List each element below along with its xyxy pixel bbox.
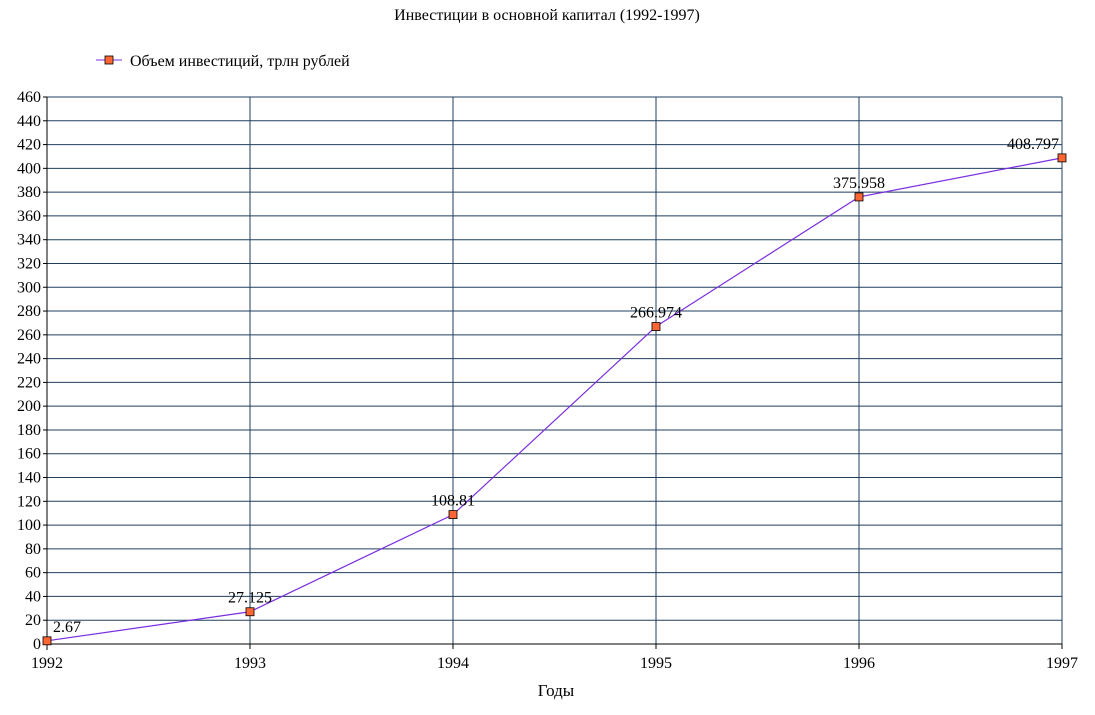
legend-marker-sample — [104, 55, 114, 65]
data-label: 108.81 — [431, 493, 475, 510]
x-tick-label: 1995 — [640, 655, 672, 672]
y-tick-label: 120 — [17, 493, 41, 510]
y-tick-label: 80 — [25, 541, 41, 558]
y-tick-label: 420 — [17, 137, 41, 154]
data-point — [448, 510, 458, 520]
data-label: 266.974 — [630, 305, 682, 322]
y-tick-label: 240 — [17, 351, 41, 368]
series-line — [46, 157, 1063, 642]
y-tick-label: 220 — [17, 374, 41, 391]
data-label: 408.797 — [1007, 136, 1059, 153]
data-label: 2.67 — [53, 619, 81, 636]
x-tick-label: 1994 — [437, 655, 469, 672]
x-axis-ticks: 1992 1993 1994 1995 1996 1997 — [31, 644, 1078, 672]
y-tick-label: 260 — [17, 327, 41, 344]
y-tick-label: 200 — [17, 398, 41, 415]
y-tick-label: 360 — [17, 208, 41, 225]
x-axis-title: Годы — [538, 681, 575, 700]
y-tick-label: 320 — [17, 255, 41, 272]
y-tick-label: 40 — [25, 588, 41, 605]
legend: Объем инвестиций, трлн рублей — [96, 53, 350, 70]
y-tick-label: 100 — [17, 517, 41, 534]
data-point — [651, 322, 661, 331]
data-label: 27.125 — [228, 590, 272, 607]
x-tick-label: 1993 — [234, 655, 266, 672]
legend-label: Объем инвестиций, трлн рублей — [130, 53, 350, 70]
y-tick-label: 460 — [17, 89, 41, 106]
y-tick-label: 300 — [17, 279, 41, 296]
x-tick-label: 1992 — [31, 655, 63, 672]
y-axis-ticks: 0 20 40 60 80 100 120 140 160 180 200 220 240 260 280 3… — [17, 89, 47, 653]
y-tick-label: 340 — [17, 232, 41, 249]
y-tick-label: 180 — [17, 422, 41, 439]
data-point — [42, 636, 52, 646]
y-tick-label: 160 — [17, 446, 41, 463]
data-point — [854, 192, 864, 202]
y-tick-label: 380 — [17, 184, 41, 201]
data-point — [1057, 153, 1067, 163]
y-tick-label: 440 — [17, 113, 41, 130]
x-tick-label: 1996 — [843, 655, 875, 672]
x-tick-label: 1997 — [1046, 655, 1078, 672]
y-tick-label: 0 — [33, 636, 41, 653]
y-tick-label: 400 — [17, 160, 41, 177]
y-tick-label: 140 — [17, 470, 41, 487]
grid — [46, 96, 1063, 650]
data-point — [245, 607, 255, 617]
data-label: 375.958 — [833, 175, 885, 192]
y-tick-label: 60 — [25, 565, 41, 582]
y-tick-label: 280 — [17, 303, 41, 320]
y-tick-label: 20 — [25, 612, 41, 629]
series-group: 2.67 27.125 108.81 266.974 375.958 408.797 — [42, 136, 1067, 646]
chart-title: Инвестиции в основной капитал (1992-1997… — [394, 7, 700, 24]
